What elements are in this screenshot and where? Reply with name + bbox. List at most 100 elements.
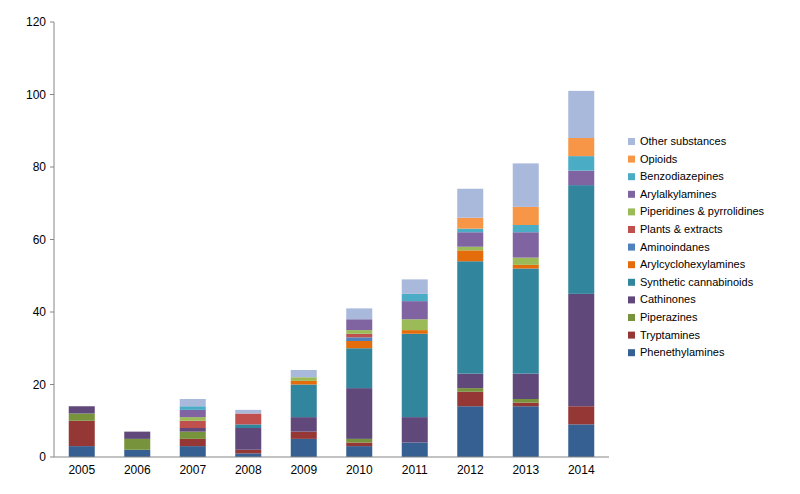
- bar-segment: [180, 406, 206, 410]
- bar-segment: [291, 370, 317, 377]
- x-tick-label: 2012: [457, 463, 484, 477]
- bar-segment: [568, 406, 594, 424]
- legend-label: Synthetic cannabinoids: [640, 276, 754, 288]
- bar-segment: [235, 424, 261, 428]
- x-tick-label: 2005: [68, 463, 95, 477]
- bar-segment: [69, 406, 95, 407]
- x-tick-label: 2007: [179, 463, 206, 477]
- bar-segment: [346, 439, 372, 443]
- legend-label: Tryptamines: [640, 329, 701, 341]
- bar-segment: [568, 424, 594, 457]
- legend-label: Opioids: [640, 153, 678, 165]
- x-axis: [54, 457, 609, 458]
- bar-segment: [235, 428, 261, 450]
- x-tick-label: 2013: [512, 463, 539, 477]
- bar-segment: [180, 421, 206, 428]
- bar-segment: [402, 279, 428, 294]
- legend-swatch: [628, 296, 635, 303]
- bar-segment: [568, 294, 594, 406]
- bar-segment: [457, 229, 483, 233]
- bar-segment: [69, 414, 95, 421]
- bar-segment: [513, 269, 539, 374]
- legend-label: Other substances: [640, 135, 727, 147]
- bar-segment: [402, 294, 428, 301]
- legend-swatch: [628, 208, 635, 215]
- bar-segment: [124, 432, 150, 439]
- bar-segment: [346, 319, 372, 330]
- legend-swatch: [628, 279, 635, 286]
- y-tick: [50, 384, 54, 385]
- bar-segment: [69, 406, 95, 407]
- bar-segment: [69, 406, 95, 407]
- legend-swatch: [628, 191, 635, 198]
- bar-segment: [568, 138, 594, 156]
- y-tick: [50, 167, 54, 168]
- bar-segment: [346, 330, 372, 334]
- bar-segment: [513, 265, 539, 269]
- legend-swatch: [628, 314, 635, 321]
- y-tick-label: 80: [33, 160, 47, 174]
- bar-segment: [180, 439, 206, 446]
- bar-segment: [69, 406, 95, 407]
- y-tick-label: 40: [33, 305, 47, 319]
- y-tick: [50, 457, 54, 458]
- bar-segment: [291, 439, 317, 457]
- legend-label: Phenethylamines: [640, 346, 725, 358]
- bar-segment: [346, 443, 372, 447]
- bar-segment: [69, 406, 95, 407]
- y-tick: [50, 312, 54, 313]
- bar-segment: [513, 399, 539, 403]
- legend-swatch: [628, 138, 635, 145]
- bar-segment: [124, 450, 150, 457]
- bar-segment: [513, 207, 539, 225]
- legend-label: Piperazines: [640, 311, 698, 323]
- x-tick-label: 2009: [290, 463, 317, 477]
- x-tick-label: 2006: [124, 463, 151, 477]
- y-axis: [54, 22, 55, 457]
- legend-label: Plants & extracts: [640, 223, 723, 235]
- bar-segment: [346, 308, 372, 319]
- bar-segment: [513, 232, 539, 257]
- bar-segment: [69, 446, 95, 457]
- bar-segment: [69, 406, 95, 407]
- y-tick-label: 100: [26, 88, 46, 102]
- bar-segment: [235, 410, 261, 414]
- bar-segment: [513, 403, 539, 407]
- bar-segment: [180, 428, 206, 432]
- y-tick: [50, 22, 54, 23]
- bar-segment: [124, 431, 150, 432]
- y-tick-label: 20: [33, 378, 47, 392]
- legend-label: Cathinones: [640, 293, 696, 305]
- bar-segment: [291, 385, 317, 418]
- bar-segment: [124, 431, 150, 432]
- bar-segment: [513, 163, 539, 207]
- bar-segment: [291, 381, 317, 385]
- bar-segment: [568, 91, 594, 138]
- legend-swatch: [628, 173, 635, 180]
- bar-segment: [124, 431, 150, 432]
- bar-segment: [402, 319, 428, 330]
- bar-segment: [69, 421, 95, 446]
- bar-segment: [457, 218, 483, 229]
- bar-segment: [568, 171, 594, 186]
- bar-segment: [346, 337, 372, 341]
- bar-segment: [124, 439, 150, 450]
- bar-segment: [291, 432, 317, 439]
- bar-segment: [457, 250, 483, 261]
- legend-swatch: [628, 226, 635, 233]
- y-tick: [50, 94, 54, 95]
- bar-segment: [69, 406, 95, 413]
- x-tick-label: 2008: [235, 463, 262, 477]
- bar-segment: [180, 399, 206, 406]
- bar-segment: [124, 431, 150, 432]
- legend-label: Piperidines & pyrrolidines: [640, 205, 765, 217]
- bar-segment: [69, 406, 95, 407]
- bar-segment: [180, 417, 206, 421]
- bar-segment: [568, 156, 594, 171]
- bar-segment: [457, 374, 483, 389]
- bar-segment: [457, 388, 483, 392]
- bar-segment: [69, 406, 95, 407]
- bar-segment: [457, 232, 483, 247]
- bar-segment: [124, 431, 150, 432]
- bar-segment: [513, 225, 539, 232]
